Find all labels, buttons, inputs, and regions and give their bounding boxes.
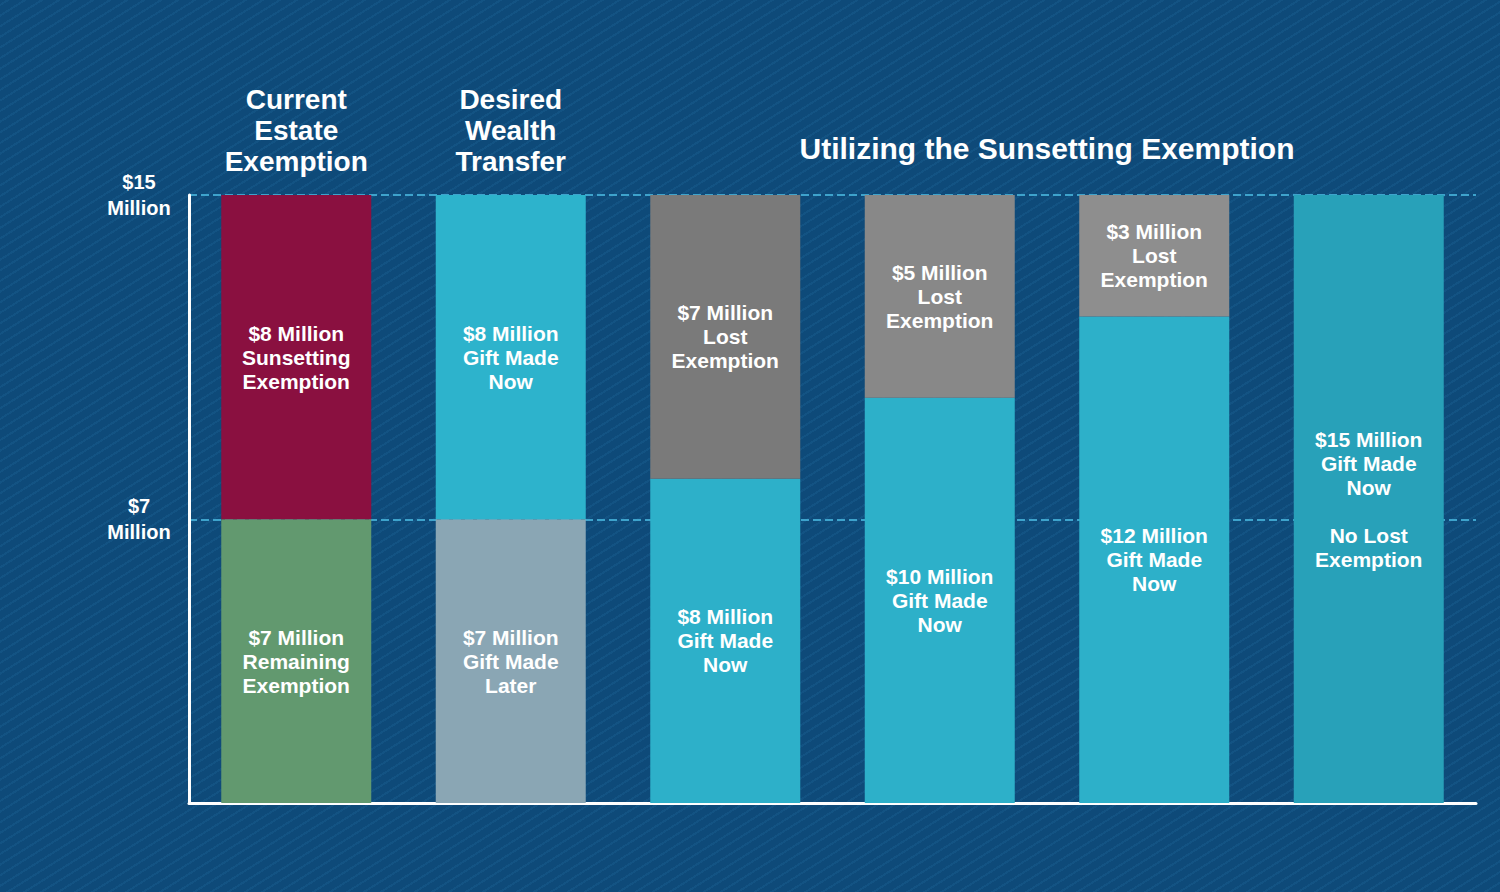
svg-text:$15: $15 [122,171,155,193]
svg-text:Exemption: Exemption [243,674,350,697]
svg-text:Remaining: Remaining [243,650,350,673]
svg-text:$7: $7 [128,495,150,517]
svg-text:Million: Million [107,197,170,219]
svg-text:Exemption: Exemption [672,349,779,372]
svg-text:Desired: Desired [459,84,562,115]
svg-text:Sunsetting: Sunsetting [242,346,351,369]
svg-text:Gift Made: Gift Made [463,346,559,369]
svg-text:Later: Later [485,674,536,697]
svg-text:Exemption: Exemption [225,146,368,177]
svg-text:$8 Million: $8 Million [463,322,559,345]
svg-text:Lost: Lost [703,325,747,348]
svg-text:$7 Million: $7 Million [463,626,559,649]
svg-text:$7 Million: $7 Million [677,301,773,324]
svg-text:$8 Million: $8 Million [677,605,773,628]
svg-text:Now: Now [918,613,963,636]
svg-text:Utilizing the Sunsetting Exemp: Utilizing the Sunsetting Exemption [800,132,1295,165]
svg-text:Exemption: Exemption [1101,268,1208,291]
svg-text:$15 Million: $15 Million [1315,428,1422,451]
svg-text:No Lost: No Lost [1330,524,1408,547]
svg-text:$12 Million: $12 Million [1101,524,1208,547]
svg-text:Gift Made: Gift Made [677,629,773,652]
svg-text:Estate: Estate [254,115,338,146]
svg-text:Exemption: Exemption [1315,548,1422,571]
svg-text:Gift Made: Gift Made [892,589,988,612]
svg-text:Million: Million [107,521,170,543]
svg-text:$10 Million: $10 Million [886,565,993,588]
svg-text:Lost: Lost [918,285,962,308]
svg-text:Lost: Lost [1132,244,1176,267]
svg-text:$5 Million: $5 Million [892,261,988,284]
svg-text:Now: Now [489,370,534,393]
svg-text:Transfer: Transfer [456,146,567,177]
svg-text:Exemption: Exemption [886,309,993,332]
svg-text:$8 Million: $8 Million [248,322,344,345]
svg-text:Wealth: Wealth [465,115,556,146]
svg-text:$7 Million: $7 Million [248,626,344,649]
svg-text:Gift Made: Gift Made [463,650,559,673]
svg-text:Now: Now [703,653,748,676]
svg-text:Now: Now [1132,572,1177,595]
svg-text:Exemption: Exemption [243,370,350,393]
svg-text:Gift Made: Gift Made [1321,452,1417,475]
svg-text:$3 Million: $3 Million [1106,220,1202,243]
svg-text:Current: Current [246,84,347,115]
svg-text:Now: Now [1347,476,1392,499]
svg-text:Gift Made: Gift Made [1106,548,1202,571]
